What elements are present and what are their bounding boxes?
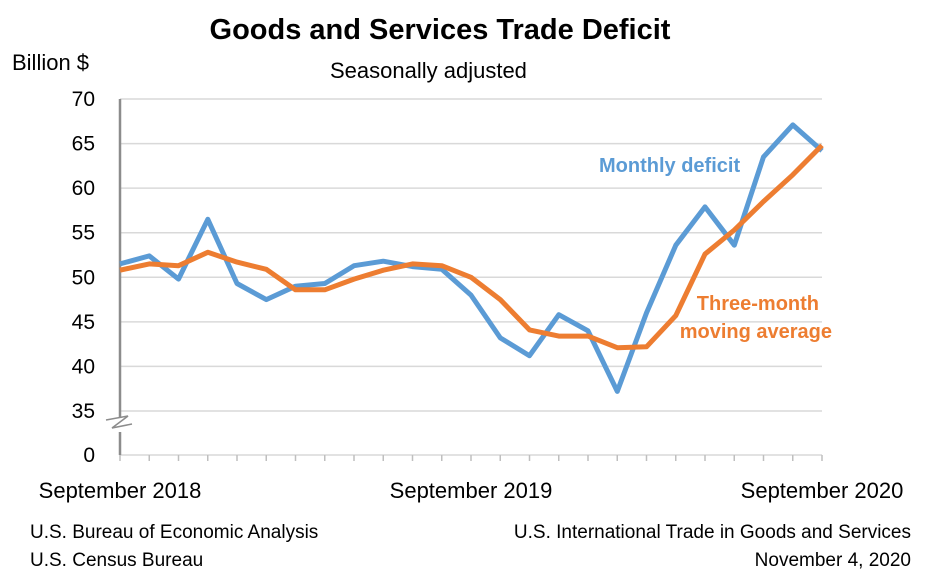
series-label-moving-average-line2: moving average xyxy=(680,321,832,343)
series-label-moving-average-line1: Three-month xyxy=(697,293,819,315)
y-tick-label: 70 xyxy=(72,88,95,111)
y-tick-label: 55 xyxy=(72,222,95,245)
series-line-moving-average xyxy=(119,143,824,351)
chart-title-text: Goods and Services Trade Deficit xyxy=(209,14,671,46)
y-tick-label: 35 xyxy=(72,400,95,423)
source-census: U.S. Census Bureau xyxy=(30,550,204,571)
chart-title: Goods and Services Trade Deficit xyxy=(0,14,940,47)
source-bea: U.S. Bureau of Economic Analysis xyxy=(30,522,319,543)
y-tick-label: 45 xyxy=(72,311,95,334)
release-date: November 4, 2020 xyxy=(754,550,911,571)
chart-subtitle: Seasonally adjusted xyxy=(330,58,527,83)
axis-break-icon xyxy=(105,415,133,429)
y-tick-label: 40 xyxy=(72,355,95,378)
y-axis-label: Billion $ xyxy=(12,50,90,75)
y-tick-label: 65 xyxy=(72,133,95,156)
y-tick-label: 60 xyxy=(72,177,95,200)
series-label-monthly-deficit: Monthly deficit xyxy=(599,155,740,177)
x-tick-label: September 2019 xyxy=(390,478,553,503)
y-tick-label: 50 xyxy=(72,266,95,289)
x-tick-label: September 2020 xyxy=(741,478,904,503)
y-tick-label: 0 xyxy=(83,444,95,467)
series-line-monthly-deficit xyxy=(119,122,824,394)
report-name: U.S. International Trade in Goods and Se… xyxy=(513,522,911,543)
x-tick-label: September 2018 xyxy=(39,478,202,503)
